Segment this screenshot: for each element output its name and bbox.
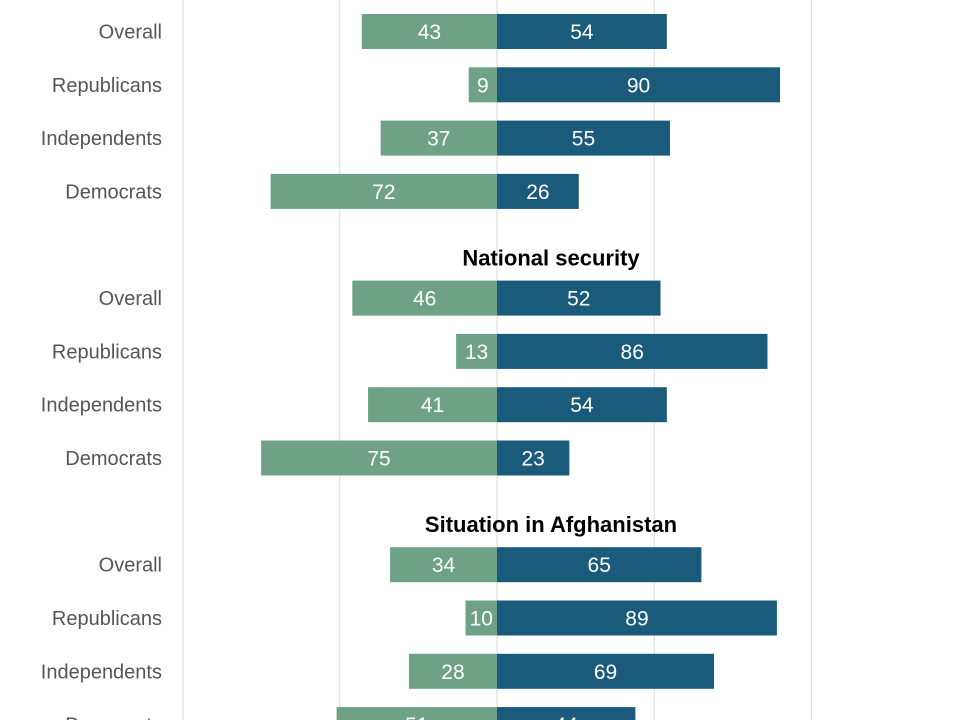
- bar-right-value: 65: [588, 554, 611, 577]
- bar-right-value: 52: [567, 288, 590, 311]
- bar-left-value: 51: [405, 714, 428, 720]
- bar-right: [497, 67, 781, 103]
- category-label: Overall: [99, 22, 162, 44]
- bar-right: [497, 440, 570, 476]
- category-label: Republicans: [52, 608, 162, 630]
- section-title: National security: [462, 246, 640, 271]
- category-label: Independents: [41, 661, 162, 683]
- category-label: Overall: [99, 288, 162, 310]
- bar-left-value: 37: [427, 128, 450, 151]
- section-title: Situation in Afghanistan: [425, 512, 677, 537]
- category-label: Republicans: [52, 341, 162, 363]
- bar-left-value: 43: [418, 21, 441, 44]
- bar-right: [497, 120, 670, 156]
- bar-left: [465, 600, 497, 636]
- category-label: Democrats: [65, 448, 162, 470]
- bar-right-value: 26: [526, 181, 549, 204]
- category-label: Overall: [99, 555, 162, 577]
- category-label: Independents: [41, 395, 162, 417]
- bar-right: [497, 14, 667, 49]
- bar-left: [368, 387, 497, 423]
- bar-left-value: 13: [465, 341, 488, 364]
- bar-left: [270, 173, 497, 209]
- category-label: Democrats: [65, 715, 162, 720]
- bar-left: [361, 14, 497, 49]
- bar-left: [390, 547, 497, 583]
- bar-left: [261, 440, 497, 476]
- bar-right-value: 69: [594, 661, 617, 684]
- bar-right: [497, 547, 702, 583]
- bar-right-value: 55: [572, 128, 595, 151]
- bar-right: [497, 333, 768, 369]
- bar-right: [497, 600, 777, 636]
- bar-right: [497, 280, 661, 316]
- bar-left: [468, 67, 497, 103]
- bar-right-value: 54: [570, 394, 594, 417]
- bar-left-value: 28: [441, 661, 464, 684]
- labels: Overall 43 54 Republicans 9 90 Independents 37 5…: [41, 21, 677, 720]
- bar-left-value: 75: [367, 448, 390, 471]
- bar-left-value: 46: [413, 288, 436, 311]
- bar-left: [352, 280, 497, 316]
- category-label: Independents: [41, 128, 162, 150]
- bar-right-value: 54: [570, 21, 594, 44]
- bar-left-value: 34: [432, 554, 456, 577]
- bar-right-value: 44: [555, 714, 579, 720]
- bar-right: [497, 653, 715, 689]
- bar-left-value: 72: [372, 181, 395, 204]
- bar-right: [497, 387, 667, 423]
- bar-right-value: 86: [621, 341, 644, 364]
- bar-left-value: 41: [421, 394, 444, 417]
- bar-left-value: 9: [477, 74, 489, 97]
- bar-left: [456, 333, 497, 369]
- bar-left: [336, 707, 497, 720]
- bar-right: [497, 173, 579, 209]
- bar-right: [497, 707, 636, 720]
- bar-right-value: 90: [627, 74, 650, 97]
- category-label: Republicans: [52, 75, 162, 97]
- bar-left: [380, 120, 497, 156]
- bar-right-value: 23: [521, 448, 544, 471]
- bar-left: [408, 653, 497, 689]
- category-label: Democrats: [65, 181, 162, 203]
- bar-left-value: 10: [470, 608, 493, 631]
- bar-right-value: 89: [625, 608, 648, 631]
- bars: [261, 14, 781, 720]
